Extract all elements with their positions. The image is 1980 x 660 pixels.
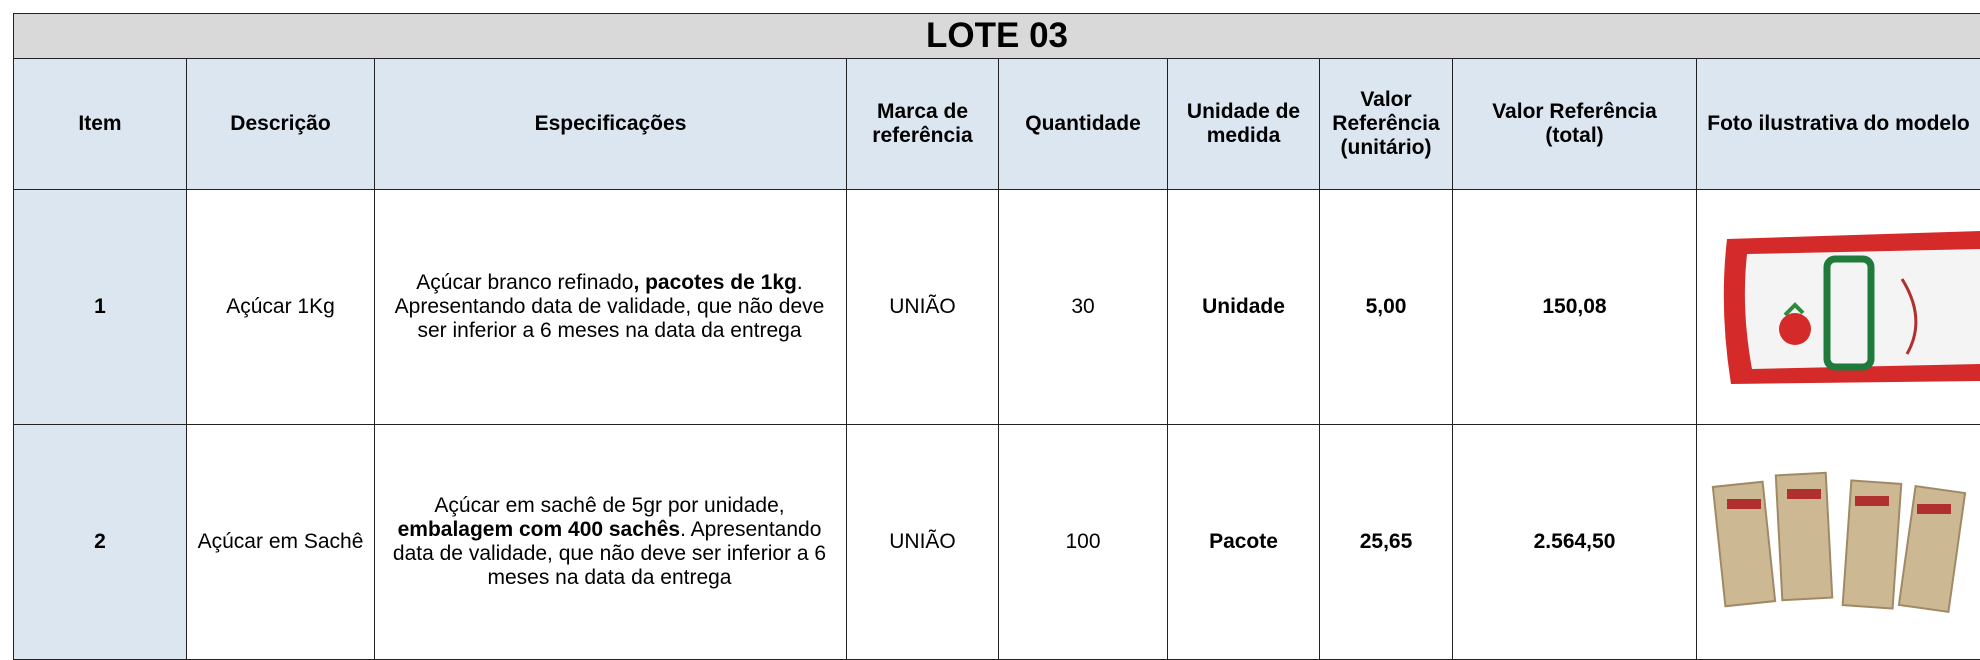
title-row: LOTE 03 (12, 13, 1980, 59)
total-value-cell: 2.564,50 (1452, 424, 1697, 660)
header-cell: Quantidade (998, 58, 1168, 190)
unit-cell: Unidade (1167, 189, 1320, 425)
unit-value-cell: 5,00 (1319, 189, 1453, 425)
header-cell: Valor Referência (total) (1452, 58, 1697, 190)
description-cell: Açúcar 1Kg (186, 189, 375, 425)
header-cell: Item (13, 58, 187, 190)
sugar-bag-photo (1723, 231, 1980, 384)
sachets-photo (1711, 471, 1967, 614)
unit-value-cell: 25,65 (1319, 424, 1453, 660)
quantity-cell: 100 (998, 424, 1168, 660)
spec-text: . Apresentando data de validade, que não… (394, 271, 825, 342)
brand-cell: UNIÃO (846, 189, 999, 425)
item-cell: 1 (13, 189, 187, 425)
header-cell: Unidade de medida (1167, 58, 1320, 190)
description-cell: Açúcar em Sachê (186, 424, 375, 660)
total-value-cell: 150,08 (1452, 189, 1697, 425)
header-cell: Valor Referência (unitário) (1319, 58, 1453, 190)
header-cell: Foto ilustrativa do modelo (1695, 58, 1980, 190)
spec-text: Açúcar em sachê de 5gr por unidade, (434, 494, 785, 517)
item-cell: 2 (13, 424, 187, 660)
spec-text: . Apresentando data de validade, que não… (392, 518, 827, 589)
header-cell: Marca de referência (846, 58, 999, 190)
spec-text: Açúcar branco refinado (416, 271, 634, 294)
specs-cell: Açúcar em sachê de 5gr por unidade, emba… (374, 424, 847, 660)
photo-cell (1695, 424, 1980, 660)
unit-cell: Pacote (1167, 424, 1320, 660)
table-title: LOTE 03 (12, 13, 1980, 59)
specs-cell: Açúcar branco refinado, pacotes de 1kg. … (374, 189, 847, 425)
spec-text: , pacotes de 1kg (633, 271, 797, 294)
header-cell: Especificações (374, 58, 847, 190)
brand-cell: UNIÃO (846, 424, 999, 660)
quantity-cell: 30 (998, 189, 1168, 425)
photo-cell (1695, 189, 1980, 425)
data-row: 1 Açúcar 1Kg Açúcar branco refinado, pac… (13, 189, 1980, 425)
spec-text: embalagem com 400 sachês (397, 518, 681, 541)
header-cell: Descrição (186, 58, 375, 190)
header-row: Item Descrição Especificações Marca de refe… (13, 58, 1980, 190)
lote-table: LOTE 03 Item Descrição Especificações Marca… (12, 13, 1980, 660)
data-row: 2 Açúcar em Sachê Açúcar em sachê de 5gr… (13, 424, 1980, 660)
